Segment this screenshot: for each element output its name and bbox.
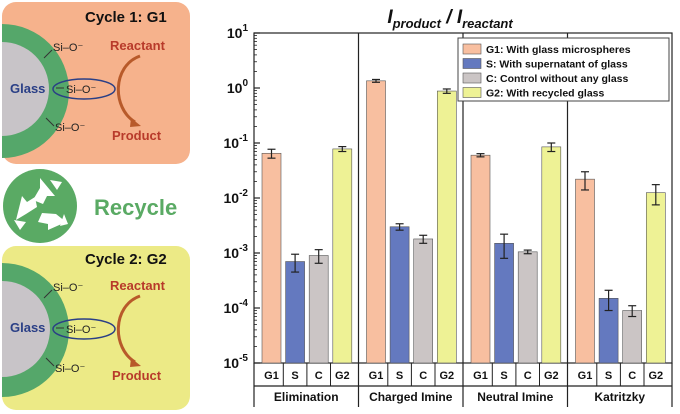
- group-label: Charged Imine: [369, 390, 453, 404]
- bar-S: [389, 226, 410, 364]
- bar-G1: [470, 154, 491, 364]
- glass-label: Glass: [10, 81, 45, 96]
- category-label: G2: [335, 370, 350, 382]
- reactant-label-2: Reactant: [110, 278, 166, 293]
- category-label: S: [500, 370, 507, 382]
- group-label: Elimination: [274, 390, 339, 404]
- reactant-label: Reactant: [110, 38, 166, 53]
- y-tick-label: 10-2: [224, 188, 249, 206]
- category-label: S: [396, 370, 403, 382]
- y-tick-label: 10-3: [224, 243, 249, 261]
- category-label: G1: [369, 370, 384, 382]
- category-label: G2: [544, 370, 559, 382]
- reaction-arrow-2: [116, 294, 141, 364]
- bar-S: [494, 243, 514, 364]
- y-tick-label: 10-4: [224, 298, 249, 316]
- category-label: C: [419, 370, 427, 382]
- category-label: C: [315, 370, 323, 382]
- product-label: Product: [112, 128, 162, 143]
- recycle-label: Recycle: [94, 195, 177, 220]
- silanol-bottom-2: Si–O⁻: [55, 363, 85, 375]
- legend-swatch-C: [462, 72, 482, 84]
- category-label: G1: [264, 370, 279, 382]
- reaction-arrow: [116, 54, 141, 124]
- silanol-middle-2: Si–O⁻: [66, 324, 96, 336]
- active-site-ring: [52, 78, 116, 100]
- bar-C: [308, 255, 329, 364]
- group-label: Katritzky: [594, 390, 645, 404]
- recycle-icon: [3, 169, 77, 243]
- silanol-top: Si–O⁻: [53, 42, 83, 54]
- bar-S: [285, 261, 305, 364]
- legend-label-G2: G2: With recycled glass: [486, 88, 605, 100]
- category-label: G2: [648, 370, 663, 382]
- cycle2-title: Cycle 2: G2: [85, 251, 167, 268]
- category-label: G2: [439, 370, 454, 382]
- chart-title: Iproduct / Ireactant: [387, 7, 513, 31]
- cycle1-title: Cycle 1: G1: [85, 9, 167, 26]
- legend-swatch-S: [462, 58, 482, 69]
- legend-box: [457, 37, 670, 102]
- category-label: S: [291, 370, 298, 382]
- silanol-middle: Si–O⁻: [66, 84, 96, 96]
- bar-G1: [261, 152, 282, 364]
- bar-G1: [366, 80, 386, 364]
- cycle2-panel: Glass Cycle 2: G2 Si–O⁻ Si–O⁻ Si–O⁻ Reac…: [2, 246, 190, 410]
- product-label-2: Product: [112, 368, 162, 383]
- reaction-arrowhead: [130, 118, 141, 127]
- y-tick-label: 10-1: [224, 133, 249, 151]
- recycle-section: Recycle: [3, 169, 177, 243]
- bars: [261, 78, 666, 364]
- bar-C: [517, 251, 538, 364]
- legend-label-S: S: With supernatant of glass: [486, 59, 628, 71]
- glass-core-2: [2, 281, 50, 377]
- glass-core: [2, 42, 49, 136]
- category-label: S: [605, 370, 612, 382]
- silanol-top-2: Si–O⁻: [53, 282, 83, 294]
- y-tick-label: 101: [227, 23, 249, 41]
- x-axis: G1 S C G2 Elimination G1 S C G2 Charged Imine G1 S C…: [253, 363, 673, 407]
- category-label: C: [524, 370, 532, 382]
- y-tick-label: 10-5: [224, 353, 249, 371]
- legend-label-C: C: Control without any glass: [486, 73, 628, 85]
- bar-chart: Iproduct / Ireactant 10110010-110-210-31…: [224, 7, 673, 407]
- category-label: C: [628, 370, 636, 382]
- glass-label-2: Glass: [10, 320, 45, 335]
- bar-G2: [332, 148, 353, 364]
- silanol-bottom: Si–O⁻: [55, 122, 85, 134]
- bar-G1: [575, 178, 595, 364]
- active-site-ring-2: [52, 318, 116, 340]
- category-label: G1: [578, 370, 593, 382]
- bar-C: [622, 310, 643, 364]
- reaction-arrowhead-2: [130, 358, 141, 367]
- cycle1-panel: Glass Cycle 1: G1 Si–O⁻ Si–O⁻ Si–O⁻ Reac…: [2, 2, 190, 164]
- legend-swatch-G1: [462, 43, 482, 55]
- category-label: G1: [473, 370, 488, 382]
- bar-G2: [645, 192, 666, 364]
- y-axis: 101 100 10-1 10-2 10-3 10-4 10-5: [224, 23, 260, 371]
- legend-swatch-G2: [462, 87, 482, 98]
- bar-G2: [436, 90, 457, 364]
- bar-G2: [541, 146, 562, 364]
- legend: G1: With glass microspheres S: With super…: [457, 37, 670, 102]
- bar-C: [413, 238, 434, 364]
- y-tick-label: 100: [227, 78, 249, 96]
- group-label: Neutral Imine: [477, 390, 553, 404]
- legend-label-G1: G1: With glass microspheres: [486, 44, 631, 56]
